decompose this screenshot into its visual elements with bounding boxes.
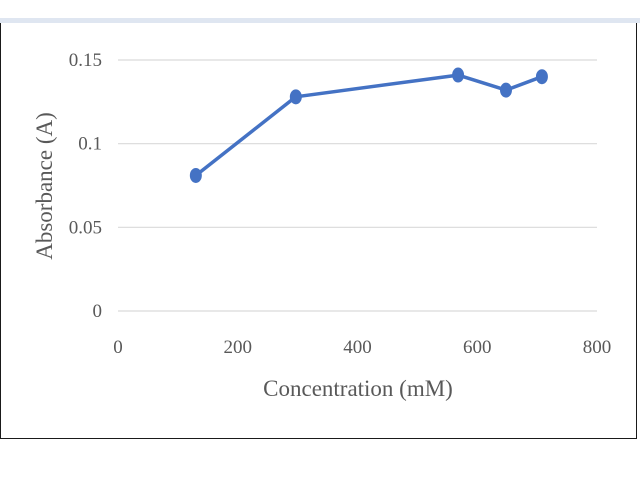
- data-point-2: [452, 67, 465, 83]
- y-axis-title: Absorbance (A): [32, 112, 57, 260]
- data-point-1: [289, 89, 302, 105]
- x-axis-title: Concentration (mM): [263, 376, 453, 401]
- y-tick-label: 0.05: [69, 217, 102, 238]
- y-tick-labels: 0 0.05 0.1 0.15: [69, 50, 102, 322]
- data-point-3: [499, 82, 512, 98]
- x-tick-label: 400: [343, 337, 372, 358]
- series-line: [194, 73, 544, 178]
- top-border-band: [0, 18, 640, 23]
- series-layer: [189, 67, 548, 183]
- x-tick-label: 200: [224, 337, 253, 358]
- y-tick-label: 0.15: [69, 50, 102, 71]
- y-tick-label: 0: [93, 301, 103, 322]
- y-tick-label: 0.1: [78, 134, 102, 155]
- data-point-0: [189, 167, 202, 183]
- x-tick-label: 800: [583, 337, 612, 358]
- x-tick-labels: 0 200 400 600 800: [113, 337, 611, 358]
- data-point-4: [535, 69, 548, 85]
- x-tick-label: 0: [113, 337, 123, 358]
- x-tick-label: 600: [463, 337, 492, 358]
- grid-layer: [118, 59, 597, 312]
